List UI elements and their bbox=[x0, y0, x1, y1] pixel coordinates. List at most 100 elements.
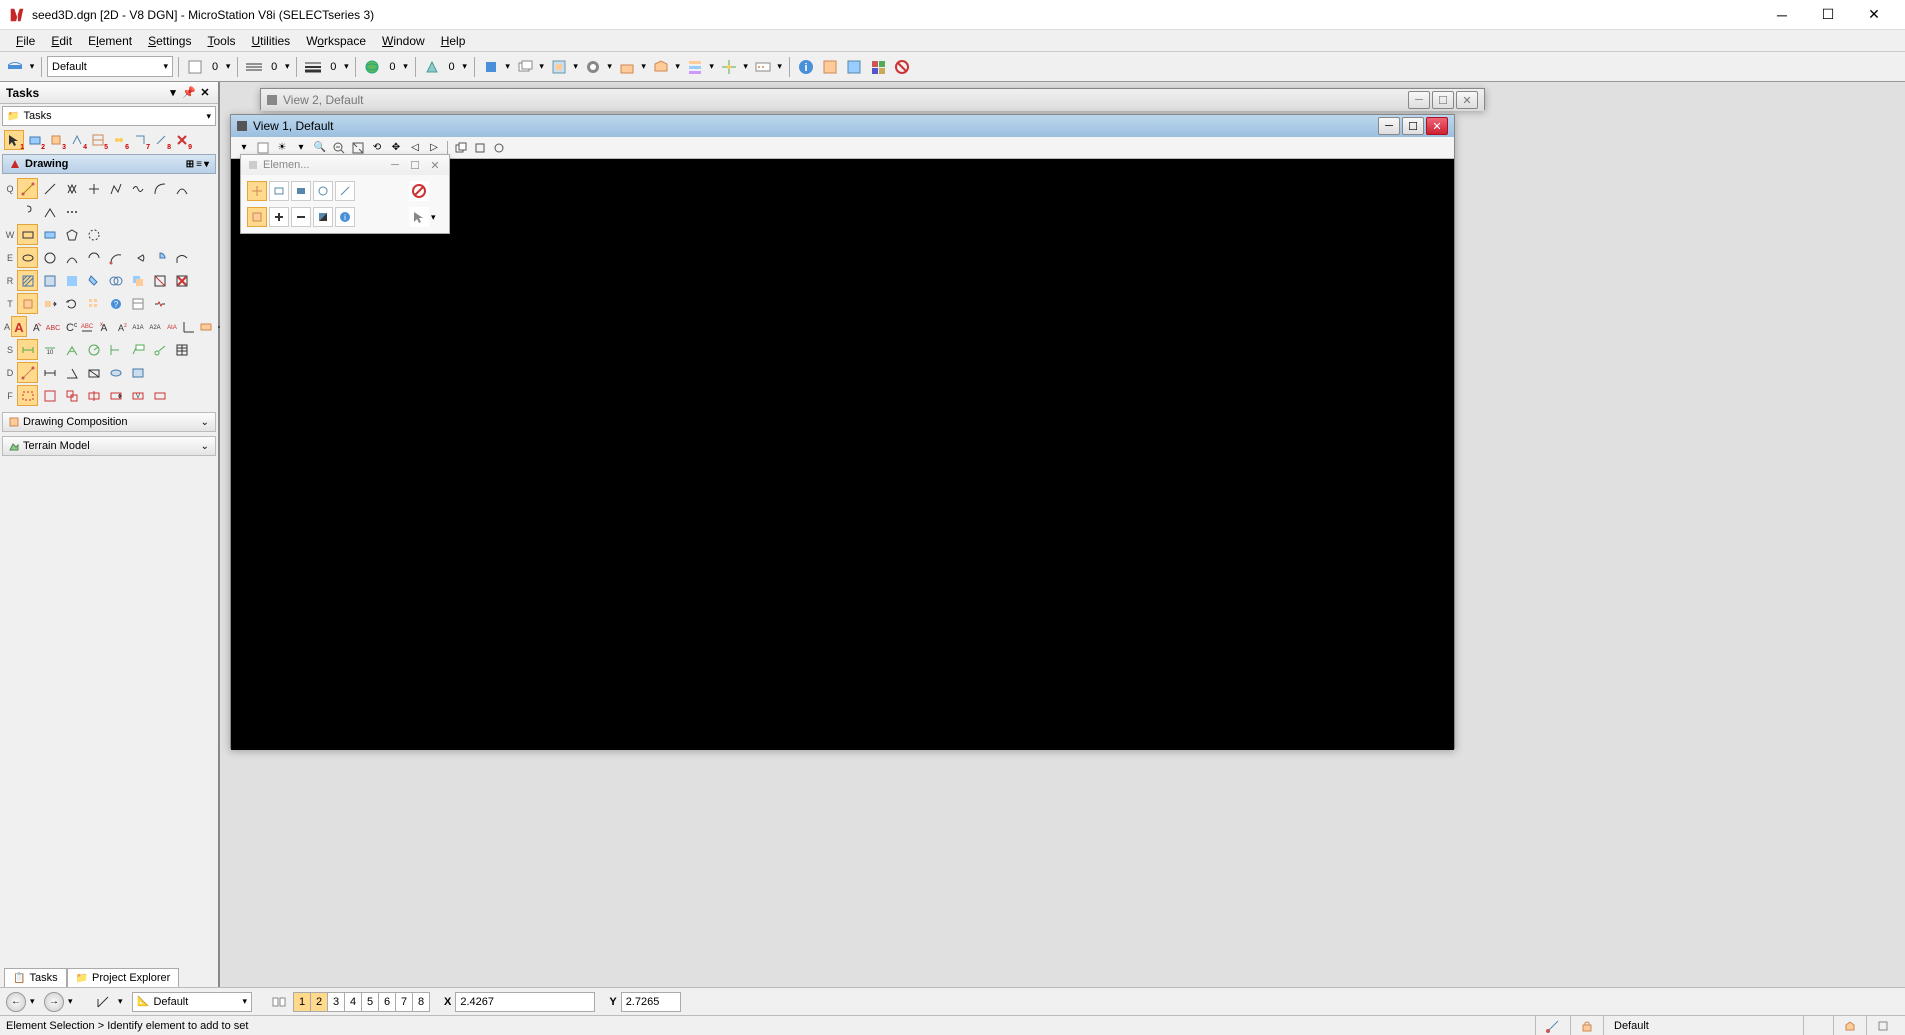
tool-9-icon[interactable]: 9 bbox=[172, 130, 192, 150]
dim-ang-tool-icon[interactable] bbox=[61, 339, 82, 360]
details-icon[interactable] bbox=[867, 56, 889, 78]
polyline-tool-icon[interactable] bbox=[105, 178, 126, 199]
dim-note-tool-icon[interactable] bbox=[127, 339, 148, 360]
bool-tool-icon[interactable] bbox=[127, 270, 148, 291]
half-tool-icon[interactable] bbox=[83, 247, 104, 268]
tool-4-icon[interactable]: 4 bbox=[67, 130, 87, 150]
menu-window[interactable]: Window bbox=[374, 32, 433, 50]
tasks-close-icon[interactable]: ✕ bbox=[198, 86, 212, 100]
view-groups-icon[interactable] bbox=[268, 991, 290, 1013]
view-8-button[interactable]: 8 bbox=[412, 992, 430, 1012]
clip-mask-icon[interactable] bbox=[490, 139, 508, 157]
flood-tool-icon[interactable] bbox=[83, 270, 104, 291]
fence-s-tool-icon[interactable] bbox=[105, 385, 126, 406]
stream-tool-icon[interactable] bbox=[127, 178, 148, 199]
lineweight-dropdown[interactable]: ▾ bbox=[342, 56, 350, 78]
mode-add-icon[interactable] bbox=[269, 207, 289, 227]
arc-pt-tool-icon[interactable] bbox=[105, 247, 126, 268]
dim-ord-tool-icon[interactable] bbox=[105, 339, 126, 360]
arc-tool-icon[interactable] bbox=[61, 247, 82, 268]
view-1-close-button[interactable]: ✕ bbox=[1426, 117, 1448, 135]
nav-forward-dropdown[interactable]: ▾ bbox=[68, 996, 78, 1007]
status-snap-cell[interactable] bbox=[1535, 1016, 1570, 1035]
break-tool-icon[interactable] bbox=[149, 293, 170, 314]
drawing-section-header[interactable]: Drawing ⊞ ≡ ▾ bbox=[2, 154, 216, 174]
saved-views-icon[interactable] bbox=[650, 56, 672, 78]
view-1-titlebar[interactable]: View 1, Default ─ ☐ ✕ bbox=[231, 115, 1454, 137]
acs-combo[interactable]: 📐 Default ▾ bbox=[132, 992, 252, 1012]
references-icon[interactable] bbox=[548, 56, 570, 78]
mode-clear-icon[interactable]: i bbox=[335, 207, 355, 227]
fence-m-tool-icon[interactable] bbox=[83, 385, 104, 406]
tasks-pin-icon[interactable]: 📌 bbox=[182, 86, 196, 100]
keyin-icon[interactable] bbox=[752, 56, 774, 78]
terrain-model-section[interactable]: Terrain Model ⌄ bbox=[2, 436, 216, 456]
x-coord-input[interactable] bbox=[455, 992, 595, 1012]
rect-tool-icon[interactable] bbox=[17, 224, 38, 245]
plus-tool-icon[interactable] bbox=[83, 178, 104, 199]
dim-lead-tool-icon[interactable] bbox=[149, 339, 170, 360]
nav-back-button[interactable]: ← bbox=[6, 992, 26, 1012]
element-toolbox-maximize-icon[interactable]: ☐ bbox=[407, 157, 423, 173]
sel-handles-icon[interactable] bbox=[409, 207, 429, 227]
meas-v-tool-icon[interactable] bbox=[105, 362, 126, 383]
meas-tool-icon[interactable] bbox=[17, 362, 38, 383]
curve-tool-icon[interactable] bbox=[149, 178, 170, 199]
txt-a-tool-icon[interactable]: Ax bbox=[96, 316, 112, 337]
linestyle-icon[interactable] bbox=[243, 56, 265, 78]
view-2-close-button[interactable]: ✕ bbox=[1456, 91, 1478, 109]
dim-tbl-tool-icon[interactable] bbox=[171, 339, 192, 360]
y-coord-input[interactable] bbox=[621, 992, 681, 1012]
txt-az-tool-icon[interactable]: Az bbox=[113, 316, 129, 337]
menu-settings[interactable]: Settings bbox=[140, 32, 199, 50]
place-tool-icon[interactable] bbox=[39, 293, 60, 314]
info-icon[interactable]: i bbox=[795, 56, 817, 78]
axis-tool-icon[interactable] bbox=[181, 316, 197, 337]
element-toolbox-titlebar[interactable]: Elemen... ─ ☐ ✕ bbox=[241, 155, 449, 175]
markup-icon[interactable] bbox=[843, 56, 865, 78]
not-tool-icon[interactable] bbox=[198, 316, 214, 337]
drawing-composition-section[interactable]: Drawing Composition ⌄ bbox=[2, 412, 216, 432]
status-lock-cell[interactable] bbox=[1570, 1016, 1603, 1035]
wedge-tool-icon[interactable] bbox=[127, 247, 148, 268]
color-swatch-icon[interactable] bbox=[184, 56, 206, 78]
place-txt-tool-icon[interactable]: A bbox=[28, 316, 44, 337]
region-tool-icon[interactable] bbox=[105, 270, 126, 291]
fence-c-tool-icon[interactable] bbox=[61, 385, 82, 406]
sel-line-icon[interactable] bbox=[335, 181, 355, 201]
color-value[interactable]: 0 bbox=[208, 61, 222, 73]
accudraw-icon[interactable] bbox=[718, 56, 740, 78]
array-tool-icon[interactable] bbox=[83, 293, 104, 314]
line-pt-tool-icon[interactable] bbox=[17, 178, 38, 199]
status-level-cell[interactable]: Default bbox=[1603, 1016, 1803, 1035]
menu-edit[interactable]: Edit bbox=[43, 32, 80, 50]
maximize-button[interactable]: ☐ bbox=[1805, 0, 1851, 30]
globe-value[interactable]: 0 bbox=[385, 61, 399, 73]
tool-6-icon[interactable]: 6 bbox=[109, 130, 129, 150]
menu-utilities[interactable]: Utilities bbox=[244, 32, 299, 50]
circle-dash-tool-icon[interactable] bbox=[83, 224, 104, 245]
meas-a-tool-icon[interactable] bbox=[61, 362, 82, 383]
pie-tool-icon[interactable] bbox=[149, 247, 170, 268]
sel-circle-icon[interactable] bbox=[313, 181, 333, 201]
sel-block-icon[interactable] bbox=[269, 181, 289, 201]
spiral-tool-icon[interactable] bbox=[17, 201, 38, 222]
line-tool-icon[interactable] bbox=[39, 178, 60, 199]
acs-icon[interactable] bbox=[92, 991, 114, 1013]
menu-element[interactable]: Element bbox=[80, 32, 140, 50]
linestyle-value[interactable]: 0 bbox=[267, 61, 281, 73]
copy-view-icon[interactable] bbox=[452, 139, 470, 157]
txt-abc-tool-icon[interactable]: ABC bbox=[79, 316, 95, 337]
circle-tool-icon[interactable] bbox=[39, 247, 60, 268]
nav-forward-button[interactable]: → bbox=[44, 992, 64, 1012]
linestyle-dropdown[interactable]: ▾ bbox=[283, 56, 291, 78]
globe-dropdown[interactable]: ▾ bbox=[402, 56, 410, 78]
arc-tan-tool-icon[interactable] bbox=[171, 247, 192, 268]
minimize-button[interactable]: ─ bbox=[1759, 0, 1805, 30]
ellipse-tool-icon[interactable] bbox=[17, 247, 38, 268]
meas-ar-tool-icon[interactable] bbox=[127, 362, 148, 383]
tasks-tab[interactable]: 📋 Tasks bbox=[4, 968, 67, 987]
view-6-button[interactable]: 6 bbox=[378, 992, 396, 1012]
view-grid-icon[interactable]: ⊞ bbox=[186, 159, 194, 170]
priority-dropdown[interactable]: ▾ bbox=[504, 56, 512, 78]
